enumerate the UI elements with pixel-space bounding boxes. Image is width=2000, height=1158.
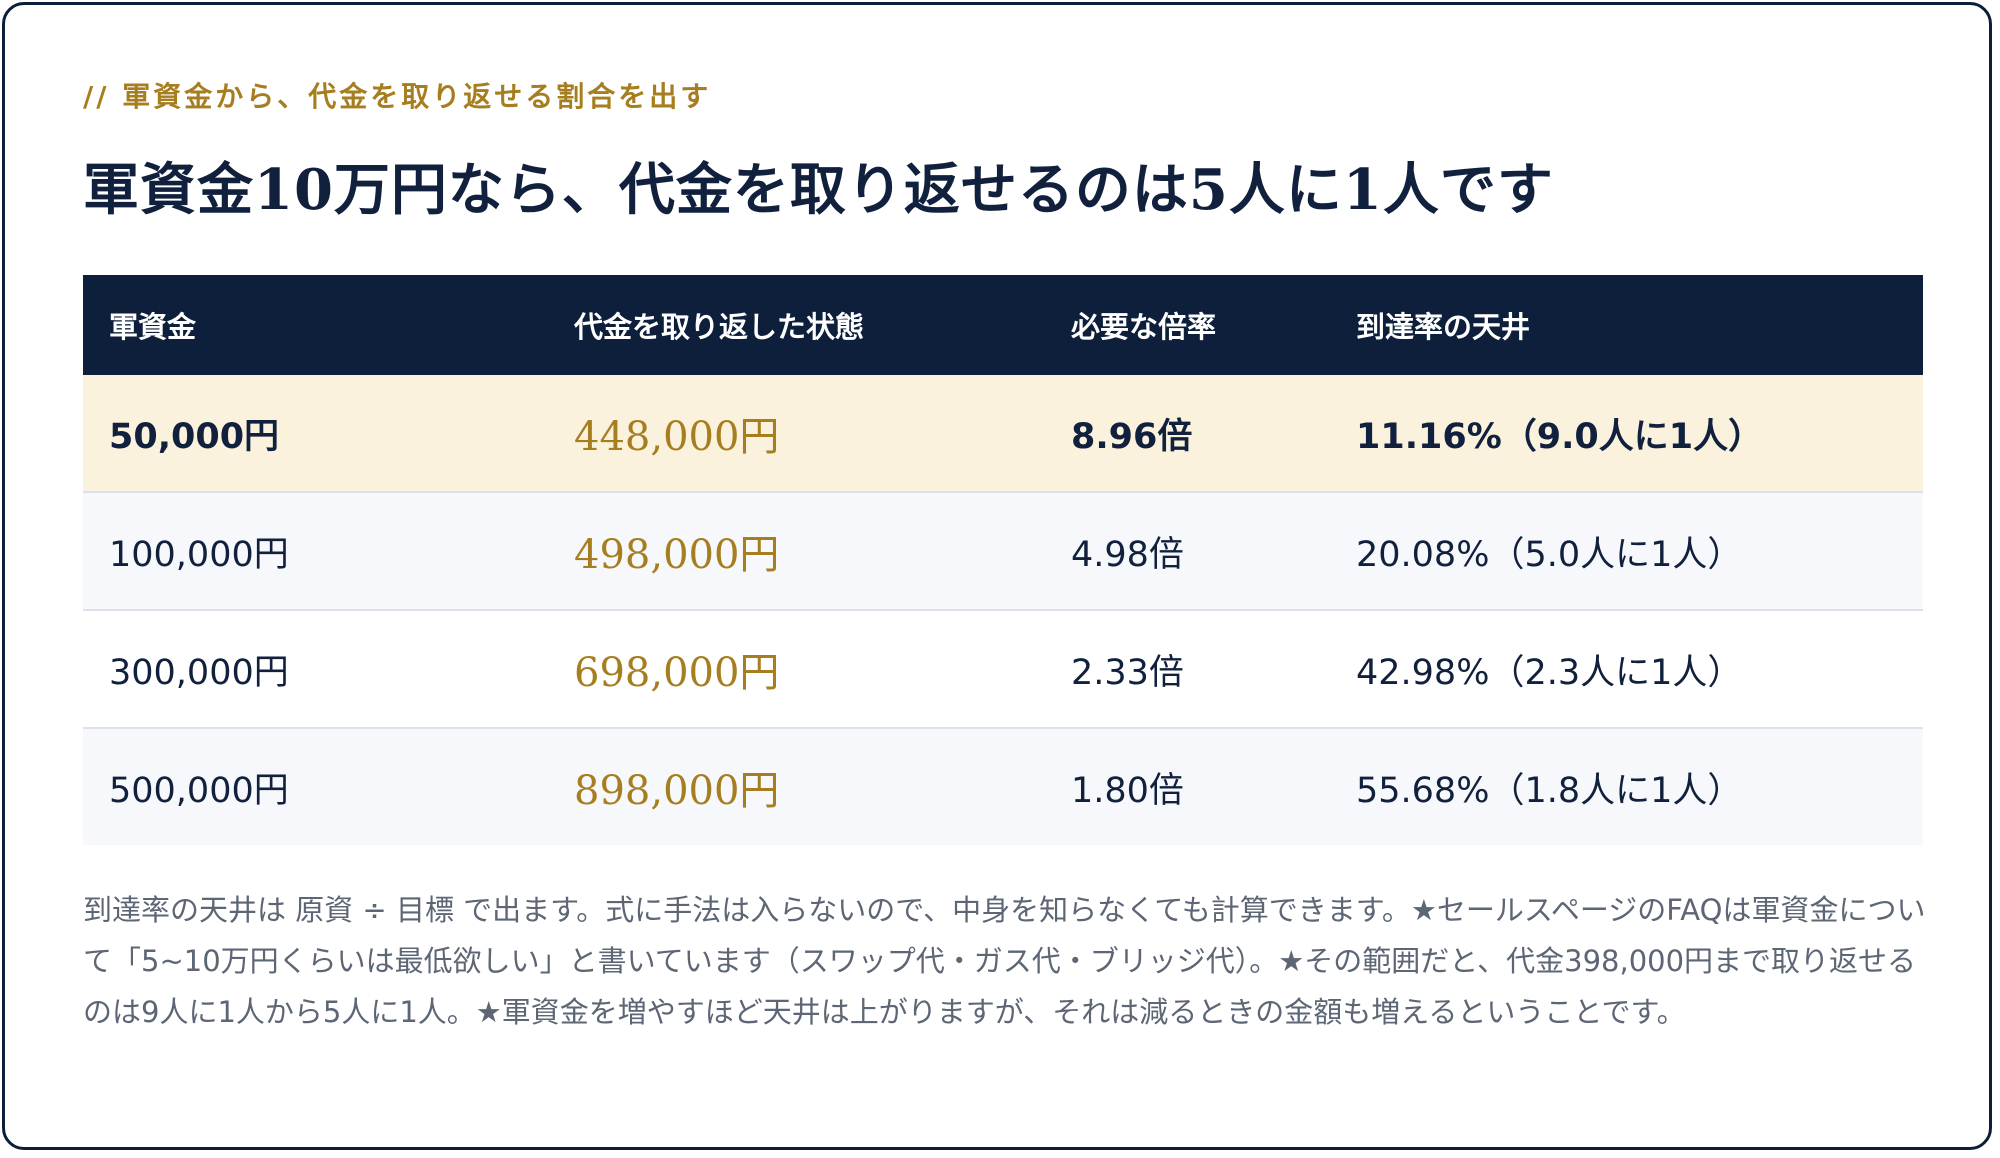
cell-target: 898,000円 <box>574 768 780 814</box>
table-row: 100,000円 498,000円 4.98倍 20.08%（5.0人に1人） <box>83 493 1923 611</box>
table-header: 軍資金 代金を取り返した状態 必要な倍率 到達率の天井 <box>83 275 1923 375</box>
table-row-highlighted: 50,000円 448,000円 8.96倍 11.16%（9.0人に1人） <box>83 375 1923 493</box>
section-eyebrow: // 軍資金から、代金を取り返せる割合を出す <box>83 80 712 113</box>
cell-capital: 300,000円 <box>109 652 289 693</box>
header-capital: 軍資金 <box>109 310 197 344</box>
table-row: 500,000円 898,000円 1.80倍 55.68%（1.8人に1人） <box>83 729 1923 845</box>
cell-target: 498,000円 <box>574 532 780 578</box>
cell-target: 448,000円 <box>574 414 780 460</box>
cell-ceiling: 55.68%（1.8人に1人） <box>1356 770 1743 811</box>
cell-multiple: 8.96倍 <box>1071 416 1193 457</box>
table-row: 300,000円 698,000円 2.33倍 42.98%（2.3人に1人） <box>83 611 1923 729</box>
data-table: 軍資金 代金を取り返した状態 必要な倍率 到達率の天井 50,000円 448,… <box>83 275 1923 845</box>
cell-multiple: 2.33倍 <box>1071 652 1184 693</box>
cell-multiple: 4.98倍 <box>1071 534 1184 575</box>
header-ceiling: 到達率の天井 <box>1356 310 1531 344</box>
cell-ceiling: 20.08%（5.0人に1人） <box>1356 534 1743 575</box>
header-target: 代金を取り返した状態 <box>574 310 865 344</box>
footnote-text: 到達率の天井は 原資 ÷ 目標 で出ます。式に手法は入らないので、中身を知らなく… <box>83 893 1926 1029</box>
cell-ceiling: 42.98%（2.3人に1人） <box>1356 652 1743 693</box>
cell-capital: 100,000円 <box>109 534 289 575</box>
cell-multiple: 1.80倍 <box>1071 770 1184 811</box>
cell-capital: 500,000円 <box>109 770 289 811</box>
cell-capital: 50,000円 <box>109 416 280 457</box>
cell-target: 698,000円 <box>574 650 780 696</box>
page-title: 軍資金10万円なら、代金を取り返せるのは5人に1人です <box>83 157 1554 223</box>
cell-ceiling: 11.16%（9.0人に1人） <box>1356 416 1764 457</box>
header-multiple: 必要な倍率 <box>1071 310 1217 344</box>
